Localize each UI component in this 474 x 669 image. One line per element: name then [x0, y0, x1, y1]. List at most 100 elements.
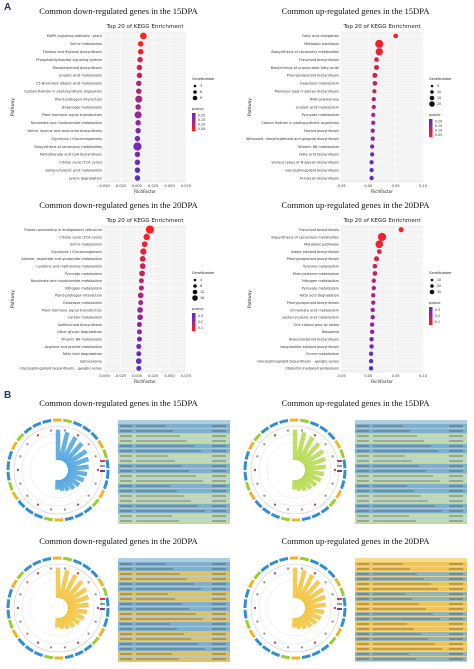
circos-outer-segment: [335, 627, 343, 637]
circos-outer-segment: [311, 511, 321, 519]
circos-outer-segment: [82, 563, 92, 571]
circos-inner-bar: [304, 602, 326, 610]
go-circos-figure-3: [6, 556, 230, 662]
data-point: [371, 104, 376, 110]
data-point: [369, 344, 374, 349]
circos-marker: [16, 606, 20, 610]
circos-marker: [331, 620, 334, 623]
circos-outer-segment: [63, 418, 73, 424]
circos-outer-segment: [245, 481, 251, 491]
size-legend-dot: [430, 84, 434, 88]
circos-inner-bar: [63, 580, 84, 603]
y-axis-label: Pathway: [247, 290, 252, 308]
color-legend-label: 0.3: [435, 308, 440, 312]
color-legend-swatch: [192, 122, 196, 124]
circos-outer-segment: [243, 609, 248, 619]
y-tick-label: Metabolic pathways: [304, 42, 339, 46]
y-axis-label: Pathway: [10, 290, 15, 308]
circos-inner-bar: [297, 574, 315, 601]
size-legend-dot: [192, 289, 198, 295]
circos-inner-bar: [303, 594, 327, 607]
data-point: [370, 315, 375, 320]
size-legend-dot: [430, 278, 434, 282]
size-legend-label: 10: [437, 90, 441, 94]
y-tick-label: alpha-Linolenic acid metabolism: [282, 316, 339, 320]
data-point: [374, 57, 379, 62]
circos-outer-segment: [97, 439, 105, 449]
y-tick-label: Sulfur metabolism: [70, 243, 103, 247]
color-legend-swatch: [192, 117, 196, 120]
circos-marker: [19, 455, 22, 458]
y-tick-label: Vitamin B6 metabolism: [61, 337, 102, 341]
data-point: [374, 65, 380, 71]
circos-outer-segment: [301, 516, 311, 521]
go-circos-figure-4: [243, 556, 467, 662]
circos-outer-segment: [269, 421, 279, 429]
color-legend-swatch: [192, 116, 196, 118]
y-tick-label: Arginine and proline metabolism: [45, 345, 103, 349]
circos-outer-segment: [319, 425, 329, 433]
x-tick-label: 0.05: [392, 374, 400, 378]
circos-outer-segment: [23, 564, 33, 572]
circos-legend-swatch: [100, 465, 105, 467]
circos-outer-segment: [23, 426, 33, 434]
color-legend-label: 0.10: [435, 128, 442, 132]
color-legend-swatch: [192, 326, 196, 329]
data-point: [135, 95, 143, 103]
data-point: [136, 336, 142, 342]
circos-outer-segment: [270, 650, 281, 657]
y-tick-label: Lysine degradation: [69, 176, 102, 180]
circos-outer-segment: [339, 618, 346, 628]
circos-marker: [96, 606, 100, 610]
circos-inner-bar: [301, 612, 318, 626]
color-legend-swatch: [192, 129, 196, 132]
data-point: [136, 64, 143, 71]
circos-marker: [331, 593, 334, 596]
color-legend-title: pvalue: [192, 107, 203, 111]
color-legend-swatch: [429, 119, 433, 121]
circos-marker: [331, 482, 334, 485]
circos-outer-segment: [328, 636, 337, 646]
data-point: [134, 151, 141, 158]
circos-outer-segment: [244, 450, 251, 460]
circos-outer-segment: [17, 499, 26, 509]
circos-outer-segment: [279, 557, 289, 562]
color-legend-title: pvalue: [192, 307, 203, 311]
y-tick-label: Biosynthesis of unsaturated fatty acids: [271, 66, 340, 70]
circos-inner-bar: [66, 594, 90, 607]
circos-inner-bar: [67, 464, 89, 472]
circos-outer-segment: [301, 654, 311, 659]
circos-marker: [36, 503, 40, 506]
circos-outer-segment: [279, 419, 289, 424]
data-point: [372, 271, 378, 276]
y-tick-label: C5-Branched dibasic acid metabolism: [36, 82, 103, 86]
circos-outer-segment: [342, 469, 347, 479]
x-tick-label: 0.000: [132, 374, 143, 378]
color-legend-swatch: [192, 317, 196, 320]
y-tick-label: Glycolysis / Gluconeogenesis: [51, 137, 102, 141]
go-table-row: [118, 622, 230, 627]
circos-outer-segment: [334, 577, 342, 587]
kegg-chart-3: Top 20 of KEGG Enrichment -0.050 -0.025 0.0…: [10, 218, 215, 384]
circos-outer-segment: [32, 421, 42, 429]
circos-outer-segment: [243, 599, 248, 609]
y-tick-label: Spliceosome: [80, 359, 102, 363]
data-point: [136, 72, 143, 79]
circos-inner-bar: [66, 456, 90, 469]
circos-legend-swatch: [100, 470, 105, 472]
size-legend-dot: [429, 95, 435, 101]
go-table-row: [355, 562, 467, 567]
data-point: [375, 240, 384, 249]
circos-marker: [256, 482, 259, 485]
color-legend-swatch: [192, 126, 196, 129]
circos-outer-segment: [309, 421, 320, 428]
go-table-row: [355, 514, 467, 519]
size-legend-label: 9: [200, 96, 202, 100]
y-tick-label: Plant hormone signal transduction: [42, 113, 102, 117]
y-tick-label: Pantothenate and CoA biosynthesis: [40, 153, 102, 157]
data-point: [371, 300, 376, 305]
circos-marker: [63, 429, 67, 432]
circos-outer-segment: [97, 577, 105, 587]
size-legend-dot: [429, 289, 435, 295]
circos-inner-bar: [295, 431, 307, 461]
